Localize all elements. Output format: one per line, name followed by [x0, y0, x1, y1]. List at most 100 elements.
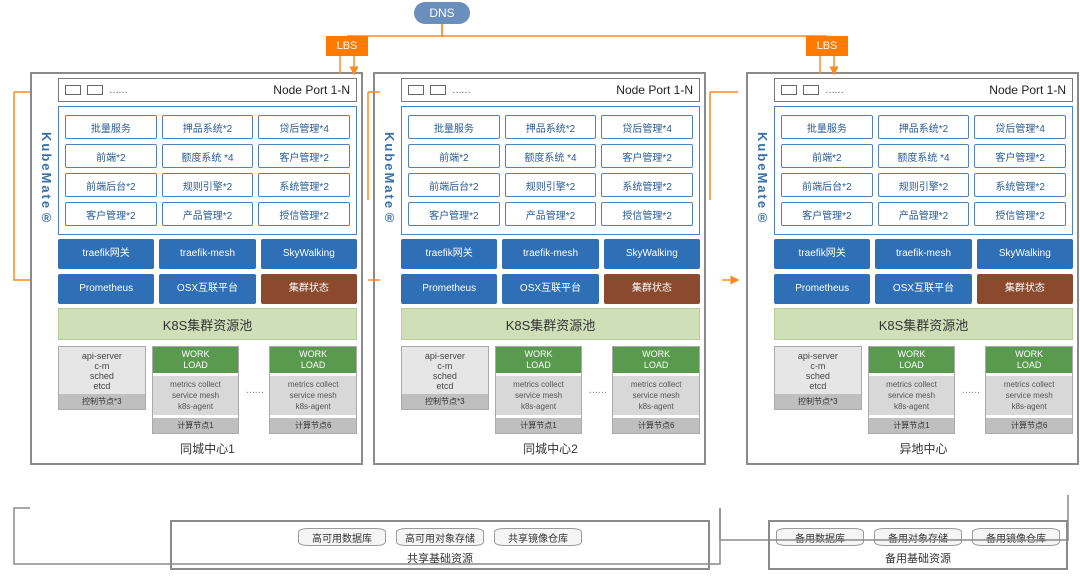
shared-resources-1: 高可用数据库高可用对象存储共享镜像仓库 共享基础资源 — [170, 520, 710, 570]
nodeport-row: …… Node Port 1-N — [401, 78, 700, 102]
services-grid: 批量服务押品系统*2贷后管理*4 前端*2额度系统 *4客户管理*2 前端后台*2规… — [408, 115, 693, 226]
dc-label: 同城中心2 — [401, 438, 700, 459]
service-cell: 客户管理*2 — [781, 202, 873, 226]
service-cell: 贷后管理*4 — [601, 115, 693, 139]
lbs-box-1: LBS — [326, 36, 368, 56]
service-cell: 产品管理*2 — [162, 202, 254, 226]
tool-cell: Prometheus — [401, 274, 497, 304]
service-cell: 前端后台*2 — [65, 173, 157, 197]
service-cell: 批量服务 — [408, 115, 500, 139]
nodeport-title: Node Port 1-N — [989, 83, 1066, 97]
tool-cell: Prometheus — [58, 274, 154, 304]
service-cell: 前端*2 — [65, 144, 157, 168]
pool-bar: K8S集群资源池 — [58, 308, 357, 340]
service-cell: 前端后台*2 — [408, 173, 500, 197]
np-dots: …… — [825, 85, 843, 96]
storage-disk: 高可用对象存储 — [396, 528, 484, 546]
shared-title: 共享基础资源 — [180, 550, 700, 566]
tools-grid: traefik网关traefik-meshSkyWalkingPrometheu… — [774, 239, 1073, 304]
tools-grid: traefik网关traefik-meshSkyWalking Prometheu… — [58, 239, 357, 304]
clusters-row: KubeMate® …… Node Port 1-N 批量服务押品系统*2贷后管… — [30, 72, 1079, 465]
nodes-row: api-serverc-mschedetcd控制节点*3WORKLOADmetr… — [401, 346, 700, 434]
service-cell: 系统管理*2 — [601, 173, 693, 197]
np-square-icon — [430, 85, 446, 95]
nodes-row: api-serverc-mschedetcd控制节点*3 WORKLOADmetr… — [774, 346, 1073, 434]
service-cell: 贷后管理*4 — [258, 115, 350, 139]
tool-cell: 集群状态 — [261, 274, 357, 304]
services-area: 批量服务押品系统*2贷后管理*4 前端*2额度系统 *4客户管理*2 前端后台*2规… — [401, 106, 700, 235]
service-cell: 额度系统 *4 — [505, 144, 597, 168]
pool-bar: K8S集群资源池 — [401, 308, 700, 340]
service-cell: 批量服务 — [781, 115, 873, 139]
storage-disk: 备用数据库 — [776, 528, 864, 546]
work-node: WORKLOADmetrics collectservice meshk8s-a… — [269, 346, 357, 434]
service-cell: 系统管理*2 — [258, 173, 350, 197]
service-cell: 批量服务 — [65, 115, 157, 139]
np-square-icon — [781, 85, 797, 95]
tools-grid: traefik网关traefik-meshSkyWalkingPrometheu… — [401, 239, 700, 304]
tool-cell: traefik网关 — [58, 239, 154, 269]
service-cell: 贷后管理*4 — [974, 115, 1066, 139]
service-cell: 额度系统 *4 — [162, 144, 254, 168]
service-cell: 押品系统*2 — [505, 115, 597, 139]
control-node: api-serverc-mschedetcd控制节点*3 — [774, 346, 862, 410]
shared-title: 备用基础资源 — [778, 550, 1058, 566]
nodeport-title: Node Port 1-N — [273, 83, 350, 97]
nodeport-title: Node Port 1-N — [616, 83, 693, 97]
tool-cell: SkyWalking — [261, 239, 357, 269]
storage-disk: 备用镜像仓库 — [972, 528, 1060, 546]
tool-cell: 集群状态 — [604, 274, 700, 304]
kubemate-label: KubeMate® — [750, 132, 770, 227]
dc-label: 异地中心 — [774, 438, 1073, 459]
services-grid: 批量服务押品系统*2贷后管理*4前端*2额度系统 *4客户管理*2前端后台*2规… — [781, 115, 1066, 226]
np-dots: …… — [452, 85, 470, 96]
np-square-icon — [408, 85, 424, 95]
services-area: 批量服务押品系统*2贷后管理*4前端*2额度系统 *4客户管理*2前端后台*2规… — [58, 106, 357, 235]
storage-disk: 备用对象存储 — [874, 528, 962, 546]
work-node: WORKLOADmetrics collectservice meshk8s-a… — [495, 346, 583, 434]
service-cell: 押品系统*2 — [162, 115, 254, 139]
storage-disk: 高可用数据库 — [298, 528, 386, 546]
service-cell: 规则引擎*2 — [505, 173, 597, 197]
control-node: api-serverc-mschedetcd控制节点*3 — [401, 346, 489, 410]
tool-cell: SkyWalking — [604, 239, 700, 269]
service-cell: 客户管理*2 — [65, 202, 157, 226]
cluster-2: KubeMate® …… Node Port 1-N 批量服务押品系统*2贷后管… — [373, 72, 706, 465]
services-area: 批量服务押品系统*2贷后管理*4前端*2额度系统 *4客户管理*2前端后台*2规… — [774, 106, 1073, 235]
nodeport-row: …… Node Port 1-N — [774, 78, 1073, 102]
tool-cell: Prometheus — [774, 274, 870, 304]
lbs-box-2: LBS — [806, 36, 848, 56]
service-cell: 客户管理*2 — [258, 144, 350, 168]
service-cell: 产品管理*2 — [878, 202, 970, 226]
nodes-row: api-serverc-mschedetcd控制节点*3WORKLOADmetr… — [58, 346, 357, 434]
service-cell: 前端*2 — [408, 144, 500, 168]
np-square-icon — [65, 85, 81, 95]
service-cell: 授信管理*2 — [974, 202, 1066, 226]
work-node: WORKLOADmetrics collectservice meshk8s-a… — [612, 346, 700, 434]
np-square-icon — [87, 85, 103, 95]
shared-resources-2: 备用数据库备用对象存储备用镜像仓库 备用基础资源 — [768, 520, 1068, 570]
nodes-dots: …… — [245, 385, 263, 396]
work-node: WORKLOADmetrics collectservice meshk8s-a… — [985, 346, 1073, 434]
np-dots: …… — [109, 85, 127, 96]
tool-cell: traefik-mesh — [159, 239, 255, 269]
cluster-1: KubeMate® …… Node Port 1-N 批量服务押品系统*2贷后管… — [30, 72, 363, 465]
work-node: WORKLOADmetrics collectservice meshk8s-a… — [152, 346, 240, 434]
services-grid: 批量服务押品系统*2贷后管理*4前端*2额度系统 *4客户管理*2前端后台*2规… — [65, 115, 350, 226]
tool-cell: traefik网关 — [401, 239, 497, 269]
service-cell: 规则引擎*2 — [878, 173, 970, 197]
cluster-3: KubeMate® …… Node Port 1-N 批量服务押品系统*2贷后管… — [746, 72, 1079, 465]
service-cell: 授信管理*2 — [601, 202, 693, 226]
dc-label: 同城中心1 — [58, 438, 357, 459]
service-cell: 前端*2 — [781, 144, 873, 168]
service-cell: 额度系统 *4 — [878, 144, 970, 168]
tool-cell: OSX互联平台 — [502, 274, 598, 304]
service-cell: 客户管理*2 — [974, 144, 1066, 168]
np-square-icon — [803, 85, 819, 95]
service-cell: 押品系统*2 — [878, 115, 970, 139]
service-cell: 客户管理*2 — [601, 144, 693, 168]
nodes-dots: …… — [588, 385, 606, 396]
kubemate-label: KubeMate® — [377, 132, 397, 227]
service-cell: 规则引擎*2 — [162, 173, 254, 197]
tool-cell: OSX互联平台 — [875, 274, 971, 304]
